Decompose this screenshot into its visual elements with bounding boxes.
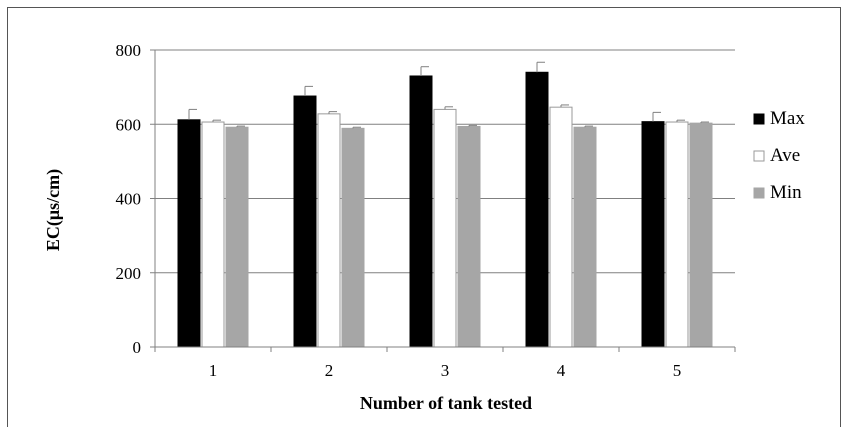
- y-axis-title: EC(μs/cm): [43, 169, 64, 251]
- bar-max: [293, 95, 317, 348]
- x-tick-label: 3: [441, 361, 450, 380]
- y-tick-label: 800: [116, 41, 142, 60]
- bar-max: [409, 75, 433, 348]
- bar-min: [341, 127, 365, 348]
- y-tick-labels: 0 200 400 600 800: [116, 41, 155, 357]
- x-tick-label: 4: [557, 361, 566, 380]
- bar-min: [457, 125, 481, 348]
- x-tick-label: 2: [325, 361, 334, 380]
- bar-ave: [201, 121, 225, 348]
- legend-label-max: Max: [770, 108, 805, 129]
- y-tick-label: 200: [116, 264, 142, 283]
- bar-ave: [665, 121, 689, 348]
- x-tick-labels: 1 2 3 4 5: [154, 347, 736, 380]
- legend: Max Ave Min: [753, 108, 805, 203]
- x-tick-label: 5: [673, 361, 682, 380]
- x-axis-title: Number of tank tested: [360, 393, 532, 413]
- y-tick-label: 600: [116, 115, 142, 134]
- legend-label-min: Min: [770, 182, 802, 203]
- bar-ave: [549, 106, 573, 348]
- bar-min: [225, 126, 249, 348]
- y-tick-label: 400: [116, 190, 142, 209]
- legend-label-ave: Ave: [770, 145, 800, 166]
- bar-ave: [317, 113, 341, 348]
- bar-max: [641, 121, 665, 348]
- bar-min: [573, 126, 597, 348]
- chart-frame: [7, 7, 841, 427]
- bar-max: [177, 119, 201, 348]
- bars: [177, 61, 713, 348]
- legend-swatch-ave: [753, 150, 765, 162]
- legend-swatch-max: [753, 113, 765, 125]
- y-tick-label: 0: [133, 338, 142, 357]
- bar-max: [525, 71, 549, 348]
- x-tick-label: 1: [209, 361, 218, 380]
- bar-min: [689, 122, 713, 348]
- bar-ave: [433, 108, 457, 348]
- legend-swatch-min: [753, 187, 765, 199]
